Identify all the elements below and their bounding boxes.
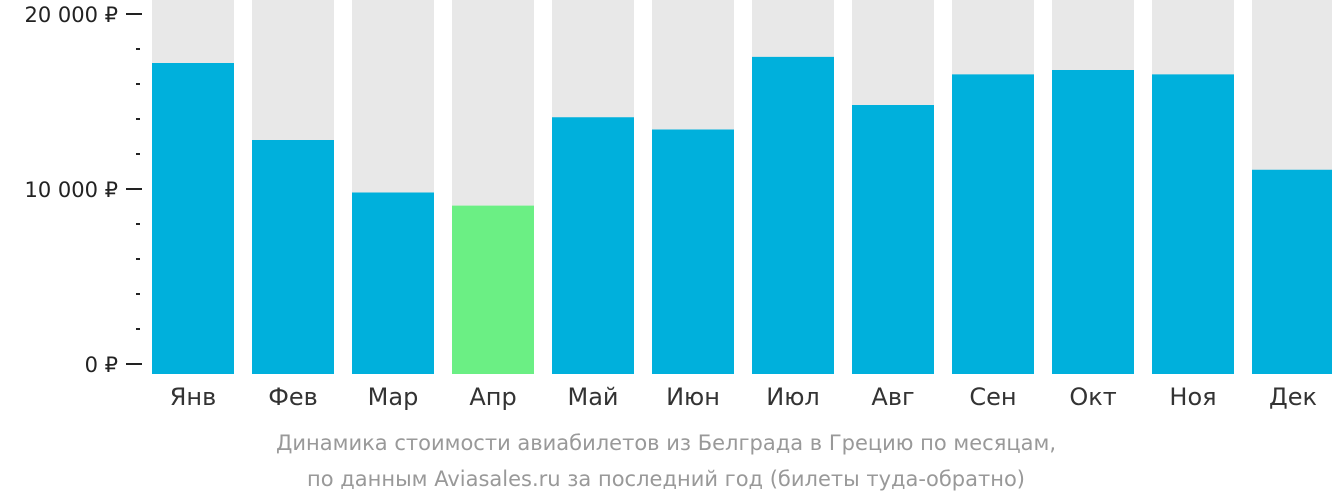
x-tick-label-2: Мар: [368, 383, 419, 411]
bar-2: [352, 192, 434, 374]
bar-4: [552, 117, 634, 374]
x-tick-label-10: Ноя: [1169, 383, 1216, 411]
chart-caption-line-2: по данным Aviasales.ru за последний год …: [307, 467, 1025, 491]
x-tick-label-3: Апр: [469, 383, 516, 411]
y-tick-label-1: 10 000 ₽: [24, 178, 118, 202]
x-tick-label-6: Июл: [766, 383, 820, 411]
bar-5: [652, 129, 734, 374]
bar-3: [452, 205, 534, 374]
x-tick-label-5: Июн: [666, 383, 720, 411]
x-tick-label-9: Окт: [1069, 383, 1116, 411]
bar-6: [752, 56, 834, 374]
bar-10: [1152, 74, 1234, 374]
bar-9: [1052, 70, 1134, 374]
x-tick-label-0: Янв: [170, 383, 217, 411]
y-tick-label-2: 20 000 ₽: [24, 3, 118, 27]
x-tick-label-1: Фев: [268, 383, 318, 411]
bar-1: [252, 140, 334, 374]
bar-chart: Янв Фев Мар Апр Май Июн Июл Авг Сен Окт Ноя Дек 0 ₽ 1…: [24, 0, 1332, 411]
bar-0: [152, 63, 234, 374]
bar-8: [952, 74, 1034, 374]
bar-11: [1252, 169, 1332, 374]
x-tick-label-7: Авг: [871, 383, 914, 411]
x-tick-label-8: Сен: [969, 383, 1016, 411]
chart-caption-line-1: Динамика стоимости авиабилетов из Белгра…: [275, 431, 1057, 455]
y-tick-label-0: 0 ₽: [85, 353, 118, 377]
x-tick-label-11: Дек: [1269, 383, 1317, 411]
x-tick-label-4: Май: [567, 383, 618, 411]
bar-7: [852, 105, 934, 374]
